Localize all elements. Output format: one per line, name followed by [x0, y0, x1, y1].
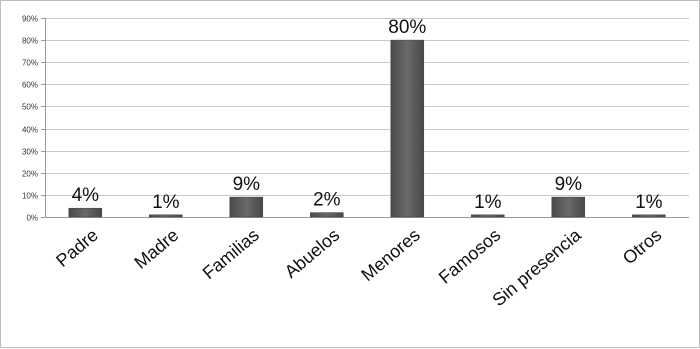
y-tick-label: 30%: [22, 148, 38, 157]
bar-abuelos: [310, 212, 344, 218]
y-tick-label: 90%: [22, 15, 38, 24]
x-axis-categories: Padre Madre Familias Abuelos Menores FamososS…: [52, 224, 665, 310]
category-label: Otros: [619, 225, 666, 269]
category-label: Sin presencia: [488, 224, 585, 310]
bar-menores: [390, 39, 425, 218]
y-tick-label: 20%: [22, 170, 38, 179]
data-label: 9%: [555, 174, 583, 195]
gridlines: [45, 18, 689, 218]
category-label: Abuelos: [281, 225, 344, 282]
y-tick-label: 80%: [22, 37, 38, 46]
y-tick-label: 40%: [22, 126, 38, 135]
y-tick-label: 0%: [26, 214, 38, 223]
data-labels: 4% 1% 9% 2% 80% 1% 9% 1%: [72, 17, 663, 213]
bar-otros: [632, 214, 666, 218]
category-label: Padre: [52, 225, 102, 271]
bar-famosos: [471, 214, 505, 218]
category-label: Familias: [199, 225, 263, 283]
y-axis-ticks: 0% 10% 20% 30% 40% 50% 60% 70% 80% 90%: [22, 15, 46, 223]
bar-familias: [229, 196, 264, 218]
y-tick-label: 70%: [22, 59, 38, 68]
data-label: 1%: [474, 192, 502, 213]
category-label: Famosos: [435, 225, 505, 288]
category-label: Madre: [130, 225, 182, 273]
data-label: 1%: [635, 192, 663, 213]
bar-madre: [149, 214, 183, 218]
data-label: 4%: [72, 185, 100, 206]
data-label: 9%: [233, 174, 261, 195]
data-label: 80%: [388, 17, 426, 38]
y-tick-label: 50%: [22, 103, 38, 112]
y-tick-label: 10%: [22, 192, 38, 201]
bar-sin-presencia: [551, 196, 586, 218]
bars: [68, 39, 666, 218]
data-label: 2%: [313, 190, 341, 211]
bar-padre: [68, 207, 103, 218]
data-label: 1%: [152, 192, 180, 213]
category-label: Menores: [357, 225, 424, 285]
y-tick-label: 60%: [22, 81, 38, 90]
